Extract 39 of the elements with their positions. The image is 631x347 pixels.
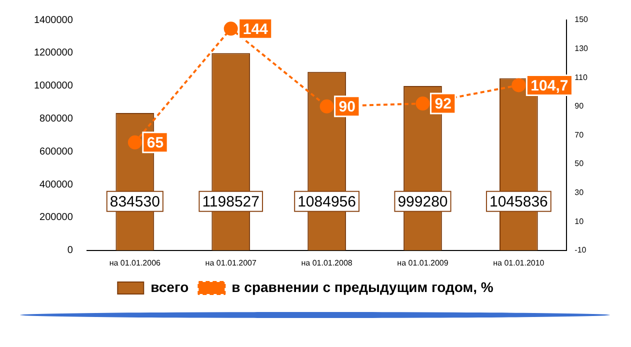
y-tick-label: 1400000 [34, 14, 74, 26]
y2-tick-label: 10 [574, 216, 584, 226]
y2-tick-label: 110 [574, 72, 588, 82]
data-label: 1198527 [202, 194, 260, 211]
x-tick-label: на 01.01.2009 [397, 258, 449, 268]
point [320, 99, 334, 114]
y-tick-label: 600000 [40, 146, 74, 158]
y-tick-label: 800000 [40, 113, 74, 124]
point [128, 135, 142, 150]
point [512, 78, 526, 92]
data-label: 65 [146, 134, 164, 152]
data-label: 1045836 [489, 194, 548, 211]
x-tick-label: на 01.01.2007 [205, 258, 257, 268]
data-label: 1084956 [298, 194, 356, 211]
y-tick-label: 1000000 [34, 80, 74, 92]
data-label: 144 [242, 20, 269, 38]
y2-tick-label: 130 [574, 44, 589, 54]
y2-tick-label: 90 [574, 102, 584, 111]
y2-tick-label: -10 [574, 246, 587, 255]
x-tick-label: на 01.01.2006 [109, 258, 162, 268]
y2-tick-label: 30 [574, 188, 584, 198]
y-tick-label: 400000 [40, 179, 74, 190]
point [224, 22, 238, 36]
data-label: 92 [434, 96, 452, 113]
y2-tick-label: 50 [574, 159, 584, 168]
y-tick-label: 1200000 [34, 48, 74, 59]
data-label: 104,7 [530, 77, 568, 94]
x-tick-label: на 01.01.2008 [301, 258, 353, 268]
x-tick-label: на 01.01.2010 [493, 258, 545, 268]
y-tick-label: 200000 [40, 212, 74, 224]
legend-label: всего [150, 278, 189, 295]
data-label: 999280 [398, 194, 448, 211]
y2-tick-label: 150 [574, 15, 589, 24]
legend-label: в сравнении с предыдущим годом, % [232, 278, 494, 295]
data-label: 834530 [110, 194, 160, 211]
y-tick-label: 0 [67, 245, 74, 256]
point [416, 96, 430, 111]
data-label: 90 [338, 98, 356, 116]
y2-tick-label: 70 [574, 130, 584, 140]
